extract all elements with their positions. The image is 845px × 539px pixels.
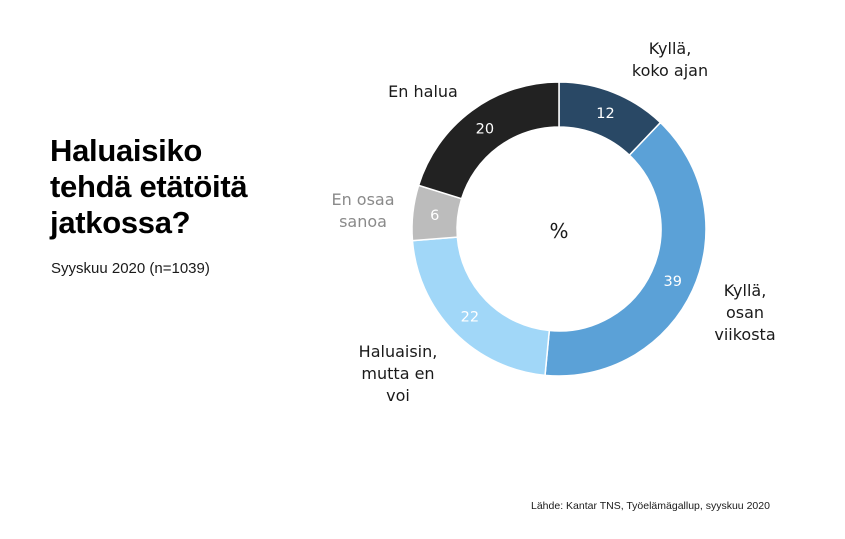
donut-slices [411,81,707,377]
slice-category-label: En osaa sanoa [331,190,394,231]
slice-category-label: Kyllä, osan viikosta [714,281,775,344]
slice-category-label: Kyllä, koko ajan [632,39,708,80]
slice-category-label: Haluaisin, mutta en voi [359,342,438,405]
slice-value-label: 12 [596,106,614,122]
slice-category-label: En halua [388,82,458,101]
donut-slice [417,81,560,200]
donut-value-labels: 12 39 22 6 20 [430,106,682,326]
donut-slice [544,121,707,377]
chart-subtitle: Syyskuu 2020 (n=1039) [51,260,210,277]
center-unit-label: % [549,219,568,243]
slice-value-label: 22 [461,310,479,326]
slice-value-label: 6 [430,208,439,224]
source-note: Lähde: Kantar TNS, Työelämägallup, syysk… [531,500,770,512]
chart-title: Haluaisiko tehdä etätöitä jatkossa? [50,133,248,240]
slice-value-label: 20 [476,121,494,137]
slice-value-label: 39 [663,274,681,290]
donut-category-labels: Kyllä, koko ajan Kyllä, osan viikosta Haluais… [331,39,775,405]
